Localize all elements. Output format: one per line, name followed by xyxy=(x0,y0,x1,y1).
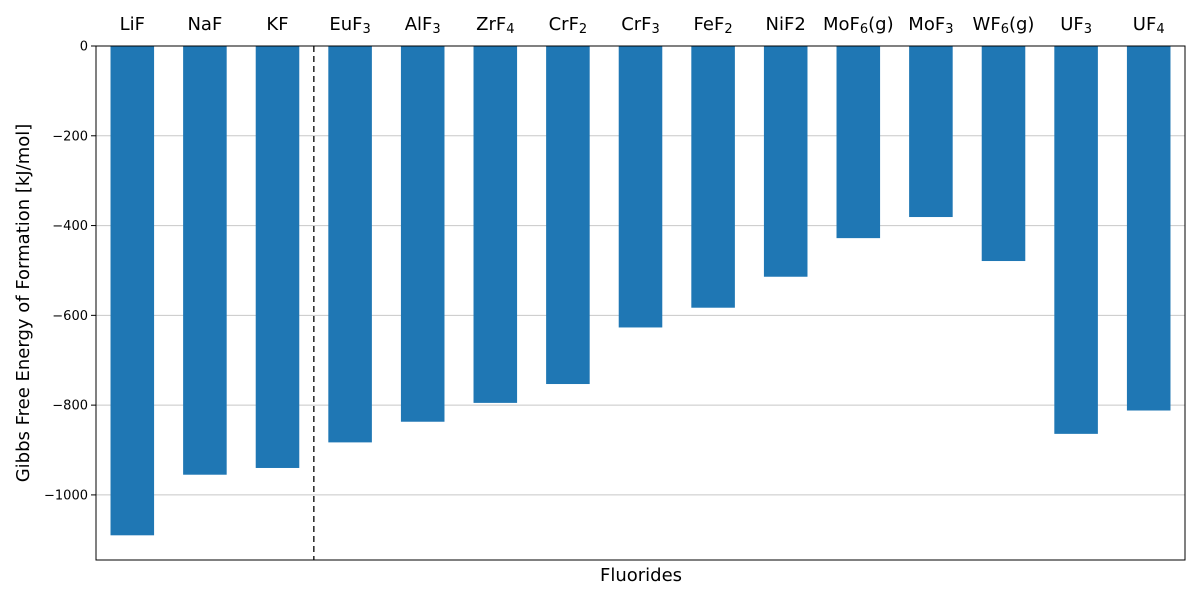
bars xyxy=(110,46,1171,536)
category-label-14: UF4 xyxy=(1133,14,1165,37)
bar-3 xyxy=(328,46,372,443)
bar-7 xyxy=(618,46,663,328)
bar-2 xyxy=(255,46,300,468)
y-ticks: 0 −200 −400 −600 −800 −1000 xyxy=(44,40,96,503)
category-label-3: EuF3 xyxy=(329,14,370,37)
category-label-8: FeF2 xyxy=(694,14,733,37)
category-label-12: WF6(g) xyxy=(973,14,1035,37)
y-tick-label-1: −200 xyxy=(52,129,88,144)
y-tick-label-4: −800 xyxy=(52,399,88,414)
bar-0 xyxy=(110,46,155,536)
category-label-9: NiF2 xyxy=(766,14,806,35)
y-tick-label-5: −1000 xyxy=(44,488,88,503)
category-label-7: CrF3 xyxy=(621,14,660,37)
category-label-10: MoF6(g) xyxy=(823,14,894,37)
axes-frame xyxy=(95,45,1186,561)
bar-14 xyxy=(1126,46,1171,411)
bar-11 xyxy=(909,46,953,218)
bar-1 xyxy=(183,46,227,475)
bar-13 xyxy=(1054,46,1098,434)
category-label-4: AlF3 xyxy=(405,14,441,37)
category-label-0: LiF xyxy=(120,14,145,35)
category-label-6: CrF2 xyxy=(549,14,588,37)
bar-12 xyxy=(981,46,1026,262)
bar-8 xyxy=(691,46,735,308)
y-tick-label-2: −400 xyxy=(52,219,88,234)
category-label-11: MoF3 xyxy=(908,14,953,37)
bar-5 xyxy=(473,46,518,403)
y-tick-label-0: 0 xyxy=(80,40,88,55)
bar-10 xyxy=(836,46,881,239)
category-labels: LiF NaF KF EuF3 AlF3 ZrF4 CrF2 CrF3 FeF2 NiF2 MoF6… xyxy=(120,14,1165,37)
bar-4 xyxy=(400,46,445,422)
category-label-5: ZrF4 xyxy=(476,14,514,37)
bar-9 xyxy=(763,46,808,277)
y-axis-title: Gibbs Free Energy of Formation [kJ/mol] xyxy=(13,124,34,483)
y-tick-label-3: −600 xyxy=(52,309,88,324)
bar-6 xyxy=(546,46,590,385)
plot-frame xyxy=(95,45,1186,561)
x-axis-title: Fluorides xyxy=(600,565,682,586)
category-label-1: NaF xyxy=(187,14,222,35)
category-label-13: UF3 xyxy=(1060,14,1092,37)
category-label-2: KF xyxy=(266,14,288,35)
